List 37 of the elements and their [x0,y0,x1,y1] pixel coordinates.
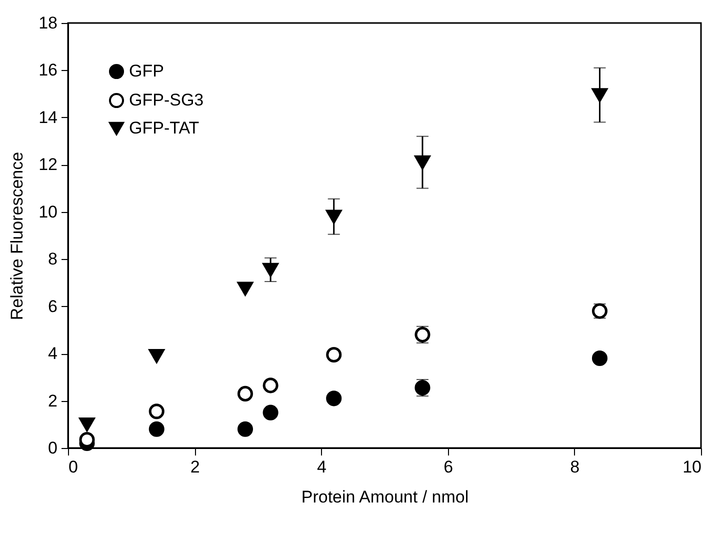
y-tick-label: 12 [38,155,58,174]
y-axis-title: Relative Fluorescence [8,152,27,320]
legend-label: GFP-TAT [129,118,200,138]
y-tick-label: 2 [48,391,58,410]
x-tick-label: 6 [444,458,454,476]
point [326,210,342,224]
x-tick-label: 4 [316,458,326,476]
legend-label: GFP [129,62,164,80]
y-tick-label: 18 [38,14,58,32]
x-tick-label: 0 [68,458,78,476]
point [592,88,608,102]
point [237,282,254,296]
y-tick-label: 8 [48,250,58,269]
point [592,350,608,366]
point [237,386,254,402]
x-tick-label: 8 [570,458,580,476]
y-tick-label: 10 [38,202,58,222]
point [79,417,95,432]
x-tick-label: 10 [682,458,702,476]
x-tick-label: 2 [190,458,200,476]
legend-label: GFP-SG3 [129,90,204,110]
point [148,421,164,437]
point [414,155,430,170]
y-tick-label: 14 [38,108,58,127]
point [148,349,164,363]
point [148,404,164,420]
y-tick-label: 16 [38,60,58,80]
point [237,421,254,437]
y-tick-label: 6 [48,296,58,316]
point [262,262,278,277]
x-axis-title: Protein Amount / nmol [301,488,469,506]
point [262,404,278,420]
y-tick-label: 4 [48,344,58,364]
point [262,378,278,394]
point [326,390,342,406]
point [326,346,342,362]
y-tick-label: 0 [48,438,58,458]
